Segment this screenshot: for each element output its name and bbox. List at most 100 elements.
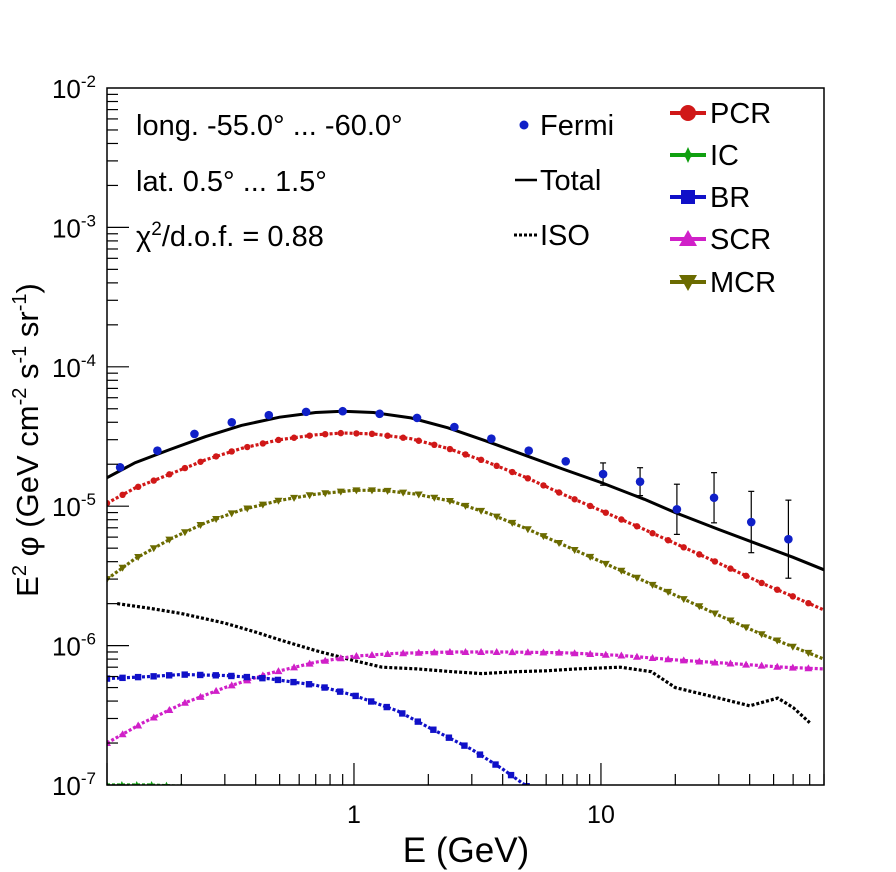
series-scr-marker — [118, 730, 127, 738]
fermi-marker — [301, 407, 311, 417]
legend-iso-label: ISO — [540, 220, 590, 252]
fermi-marker — [709, 493, 719, 503]
series-br-marker — [228, 672, 235, 680]
series-br-marker — [274, 676, 282, 684]
series-pcr-marker — [166, 471, 173, 478]
series-mcr-marker — [586, 553, 595, 561]
series-scr-marker — [601, 650, 610, 658]
series-scr-marker — [414, 648, 423, 656]
series-iso-line — [116, 602, 811, 724]
series-scr-marker — [305, 659, 314, 667]
fermi-point — [153, 446, 162, 456]
series-br-marker — [165, 672, 173, 679]
series-br-marker — [461, 742, 468, 749]
legend-pcr-marker — [680, 105, 696, 121]
series-pcr-marker — [275, 436, 282, 444]
series-mcr-marker — [212, 515, 221, 523]
series-br-marker — [134, 673, 142, 681]
fermi-marker — [635, 477, 645, 486]
series-scr-marker — [165, 705, 174, 713]
fermi-marker — [524, 446, 534, 456]
series-pcr — [107, 429, 824, 612]
series-mcr-marker — [180, 529, 189, 537]
fermi-point — [450, 422, 459, 432]
y-title-sup4: -1 — [9, 293, 31, 311]
series-scr-marker — [508, 648, 517, 656]
series-pcr-marker — [119, 491, 126, 499]
fermi-point — [227, 417, 237, 427]
plot-frame — [106, 87, 825, 786]
fermi-point — [709, 472, 719, 524]
fermi-layer — [115, 406, 793, 579]
fermi-point — [672, 483, 682, 535]
fermi-point — [635, 467, 645, 497]
series-mcr-marker — [414, 491, 423, 499]
legend-mcr-marker — [679, 275, 697, 291]
series-pcr-marker — [540, 482, 547, 489]
series-mcr-marker — [336, 488, 345, 496]
series-mcr-marker — [617, 567, 626, 575]
y-tick-label-base: 10 — [52, 353, 81, 383]
y-title-sup2: -2 — [9, 388, 31, 406]
series-mcr-marker — [570, 546, 579, 554]
fermi-marker — [227, 417, 237, 427]
series-br-marker — [119, 674, 126, 682]
fermi-marker — [561, 456, 571, 466]
legend-fermi-marker — [519, 120, 529, 130]
series-pcr-marker — [244, 443, 251, 451]
y-title-e: E — [10, 576, 45, 597]
series-scr-marker — [430, 648, 439, 656]
fermi-point — [301, 407, 311, 417]
series-pcr-marker — [696, 551, 703, 558]
fermi-point — [264, 410, 274, 420]
chi2-symbol: χ — [136, 221, 151, 253]
series-ic-marker — [132, 781, 141, 785]
fermi-point — [598, 462, 608, 486]
series-scr-marker — [367, 650, 376, 658]
series-pcr-marker — [197, 458, 204, 465]
y-tick-label-exp: -4 — [81, 351, 96, 370]
series-scr-marker — [321, 656, 330, 664]
y-tick-label-exp: -2 — [81, 72, 96, 91]
series-mcr-marker — [383, 487, 392, 495]
series-scr-marker — [399, 649, 408, 657]
series-pcr-marker — [431, 441, 438, 449]
series-mcr-marker — [367, 487, 376, 495]
series-pcr-marker — [107, 500, 111, 507]
series-scr-marker — [274, 667, 283, 675]
series-scr-marker — [492, 647, 501, 655]
series-br-marker — [243, 673, 251, 681]
fermi-marker — [784, 534, 793, 544]
series-br — [107, 671, 530, 785]
series-pcr-marker — [649, 530, 656, 537]
series-br-marker — [259, 674, 266, 682]
legend-br-marker — [681, 190, 695, 204]
series-scr-marker — [383, 649, 392, 657]
series-pcr-marker — [509, 468, 516, 476]
series-pcr-marker — [150, 477, 157, 484]
series-pcr-marker — [742, 572, 750, 579]
y-tick-label-base: 10 — [52, 74, 81, 104]
chi2-superscript: 2 — [151, 219, 162, 240]
y-tick-label: 10-7 — [52, 769, 96, 801]
legend-fermi-label: Fermi — [540, 110, 614, 142]
series-ic-marker — [147, 781, 156, 785]
y-tick-label-exp: -7 — [81, 769, 96, 788]
series-pcr-marker — [618, 516, 625, 523]
series-mcr-marker — [710, 610, 719, 618]
series-br-marker — [399, 710, 406, 717]
series-br-marker — [212, 672, 219, 679]
series-mcr-marker — [118, 564, 127, 572]
series-scr-marker — [632, 652, 641, 660]
series-mcr-marker — [305, 492, 314, 500]
series-scr-marker — [180, 698, 189, 706]
series-pcr-marker — [353, 430, 360, 437]
y-tick-label: 10-3 — [52, 211, 96, 243]
series-br-marker — [383, 703, 390, 711]
fermi-marker — [450, 422, 459, 432]
series-br-marker — [150, 673, 157, 680]
series-scr-marker — [710, 658, 719, 666]
series-scr-marker — [336, 654, 345, 662]
